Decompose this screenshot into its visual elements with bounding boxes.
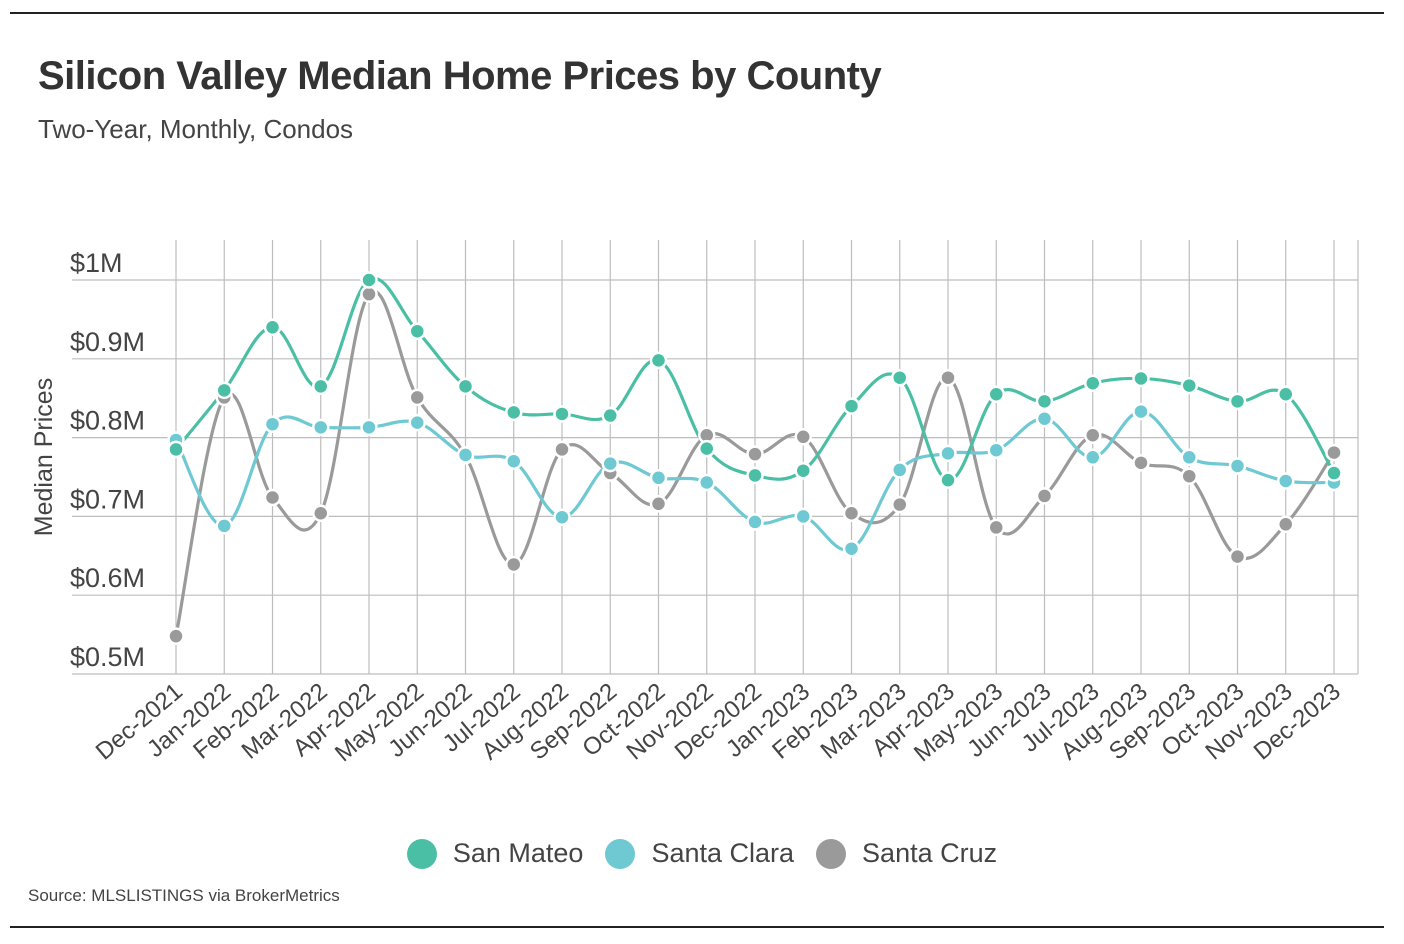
y-tick-labels: $0.5M $0.6M $0.7M $0.8M $0.9M $1M <box>70 248 145 672</box>
data-point-santa-cruz[interactable] <box>746 445 764 463</box>
data-point-san-mateo[interactable] <box>939 471 957 489</box>
data-point-san-mateo[interactable] <box>553 405 571 423</box>
data-point-santa-cruz[interactable] <box>1132 454 1150 472</box>
data-point-santa-cruz[interactable] <box>1180 467 1198 485</box>
y-tick-label: $0.7M <box>70 484 145 514</box>
legend-marker <box>816 838 847 869</box>
data-point-santa-clara[interactable] <box>408 413 426 432</box>
legend-marker <box>605 838 636 869</box>
data-point-san-mateo[interactable] <box>312 377 330 396</box>
data-point-santa-cruz[interactable] <box>505 555 523 574</box>
data-point-santa-clara[interactable] <box>1180 448 1198 467</box>
data-point-san-mateo[interactable] <box>1180 376 1198 395</box>
y-tick-label: $0.8M <box>70 406 145 436</box>
data-point-san-mateo[interactable] <box>1035 392 1054 411</box>
x-tick-labels: Dec-2021Jan-2022Feb-2022Mar-2022Apr-2022… <box>91 678 1346 767</box>
legend-label: Santa Clara <box>651 838 795 868</box>
data-point-santa-cruz[interactable] <box>1277 515 1295 534</box>
data-point-san-mateo[interactable] <box>698 439 716 458</box>
data-point-santa-clara[interactable] <box>1228 457 1247 475</box>
data-point-san-mateo[interactable] <box>1277 385 1295 404</box>
data-point-santa-clara[interactable] <box>1277 472 1295 490</box>
data-point-santa-cruz[interactable] <box>842 504 861 522</box>
source-note: Source: MLSLISTINGS via BrokerMetrics <box>28 886 340 905</box>
data-point-san-mateo[interactable] <box>1132 369 1150 388</box>
data-point-santa-cruz[interactable] <box>1035 487 1054 505</box>
data-point-santa-cruz[interactable] <box>1325 443 1343 462</box>
data-point-santa-cruz[interactable] <box>553 440 571 459</box>
y-tick-label: $1M <box>70 248 123 278</box>
data-point-santa-clara[interactable] <box>601 454 619 473</box>
data-point-santa-cruz[interactable] <box>891 495 909 514</box>
data-point-santa-clara[interactable] <box>553 508 571 526</box>
data-point-san-mateo[interactable] <box>1084 374 1102 392</box>
grid-lines <box>72 240 1359 675</box>
data-point-san-mateo[interactable] <box>456 377 475 396</box>
legend-marker <box>406 838 437 869</box>
data-point-santa-cruz[interactable] <box>263 488 282 507</box>
data-point-san-mateo[interactable] <box>360 271 378 289</box>
data-point-santa-cruz[interactable] <box>312 504 330 522</box>
legend-item-san-mateo[interactable]: San Mateo <box>406 838 584 869</box>
data-point-santa-cruz[interactable] <box>1084 426 1102 444</box>
data-point-santa-clara[interactable] <box>698 473 716 492</box>
data-point-santa-clara[interactable] <box>746 513 764 531</box>
data-point-santa-cruz[interactable] <box>939 368 957 387</box>
legend-item-santa-clara[interactable]: Santa Clara <box>605 838 794 869</box>
data-point-santa-clara[interactable] <box>891 461 909 479</box>
data-point-santa-clara[interactable] <box>987 441 1005 459</box>
chart-title: Silicon Valley Median Home Prices by Cou… <box>38 54 882 98</box>
y-tick-label: $0.6M <box>70 563 145 593</box>
data-point-santa-clara[interactable] <box>312 418 330 437</box>
data-point-san-mateo[interactable] <box>215 381 233 400</box>
legend: San Mateo Santa Clara Santa Cruz <box>0 838 1404 869</box>
data-point-santa-clara[interactable] <box>1132 402 1150 421</box>
data-point-santa-cruz[interactable] <box>794 428 812 446</box>
data-point-san-mateo[interactable] <box>794 461 812 480</box>
data-point-santa-clara[interactable] <box>1084 448 1102 467</box>
data-point-santa-cruz[interactable] <box>408 388 426 407</box>
data-point-santa-cruz[interactable] <box>1228 547 1247 566</box>
data-point-santa-cruz[interactable] <box>987 518 1005 537</box>
legend-label: San Mateo <box>452 838 584 868</box>
y-axis-label: Median Prices <box>30 378 58 536</box>
data-point-santa-clara[interactable] <box>263 415 282 433</box>
data-point-san-mateo[interactable] <box>1325 464 1343 482</box>
top-rule <box>10 12 1384 14</box>
data-points <box>167 271 1343 645</box>
y-tick-label: $0.9M <box>70 327 145 357</box>
chart-subtitle: Two-Year, Monthly, Condos <box>38 114 354 144</box>
data-point-san-mateo[interactable] <box>987 385 1005 404</box>
data-point-san-mateo[interactable] <box>746 466 764 485</box>
data-point-santa-clara[interactable] <box>649 469 668 487</box>
data-point-san-mateo[interactable] <box>408 322 426 340</box>
data-point-santa-cruz[interactable] <box>360 285 378 303</box>
data-point-san-mateo[interactable] <box>842 397 861 415</box>
data-point-san-mateo[interactable] <box>891 368 909 387</box>
data-point-santa-clara[interactable] <box>505 452 523 470</box>
data-point-santa-clara[interactable] <box>1035 409 1054 428</box>
data-point-san-mateo[interactable] <box>505 403 523 422</box>
data-point-santa-cruz[interactable] <box>649 495 668 513</box>
data-point-santa-clara[interactable] <box>215 517 233 535</box>
data-point-santa-clara[interactable] <box>456 446 475 464</box>
data-point-santa-clara[interactable] <box>794 507 812 526</box>
data-point-santa-cruz[interactable] <box>167 627 185 645</box>
y-tick-label: $0.5M <box>70 642 145 672</box>
legend-label: Santa Cruz <box>862 838 998 868</box>
data-point-san-mateo[interactable] <box>601 406 619 425</box>
data-point-santa-clara[interactable] <box>360 418 378 437</box>
data-point-san-mateo[interactable] <box>649 351 668 370</box>
data-point-santa-clara[interactable] <box>842 539 861 558</box>
data-point-san-mateo[interactable] <box>167 440 185 459</box>
legend-item-santa-cruz[interactable]: Santa Cruz <box>816 838 997 869</box>
data-point-san-mateo[interactable] <box>1228 392 1247 411</box>
data-point-santa-clara[interactable] <box>939 444 957 463</box>
bottom-rule <box>10 926 1384 928</box>
data-point-san-mateo[interactable] <box>263 318 282 337</box>
